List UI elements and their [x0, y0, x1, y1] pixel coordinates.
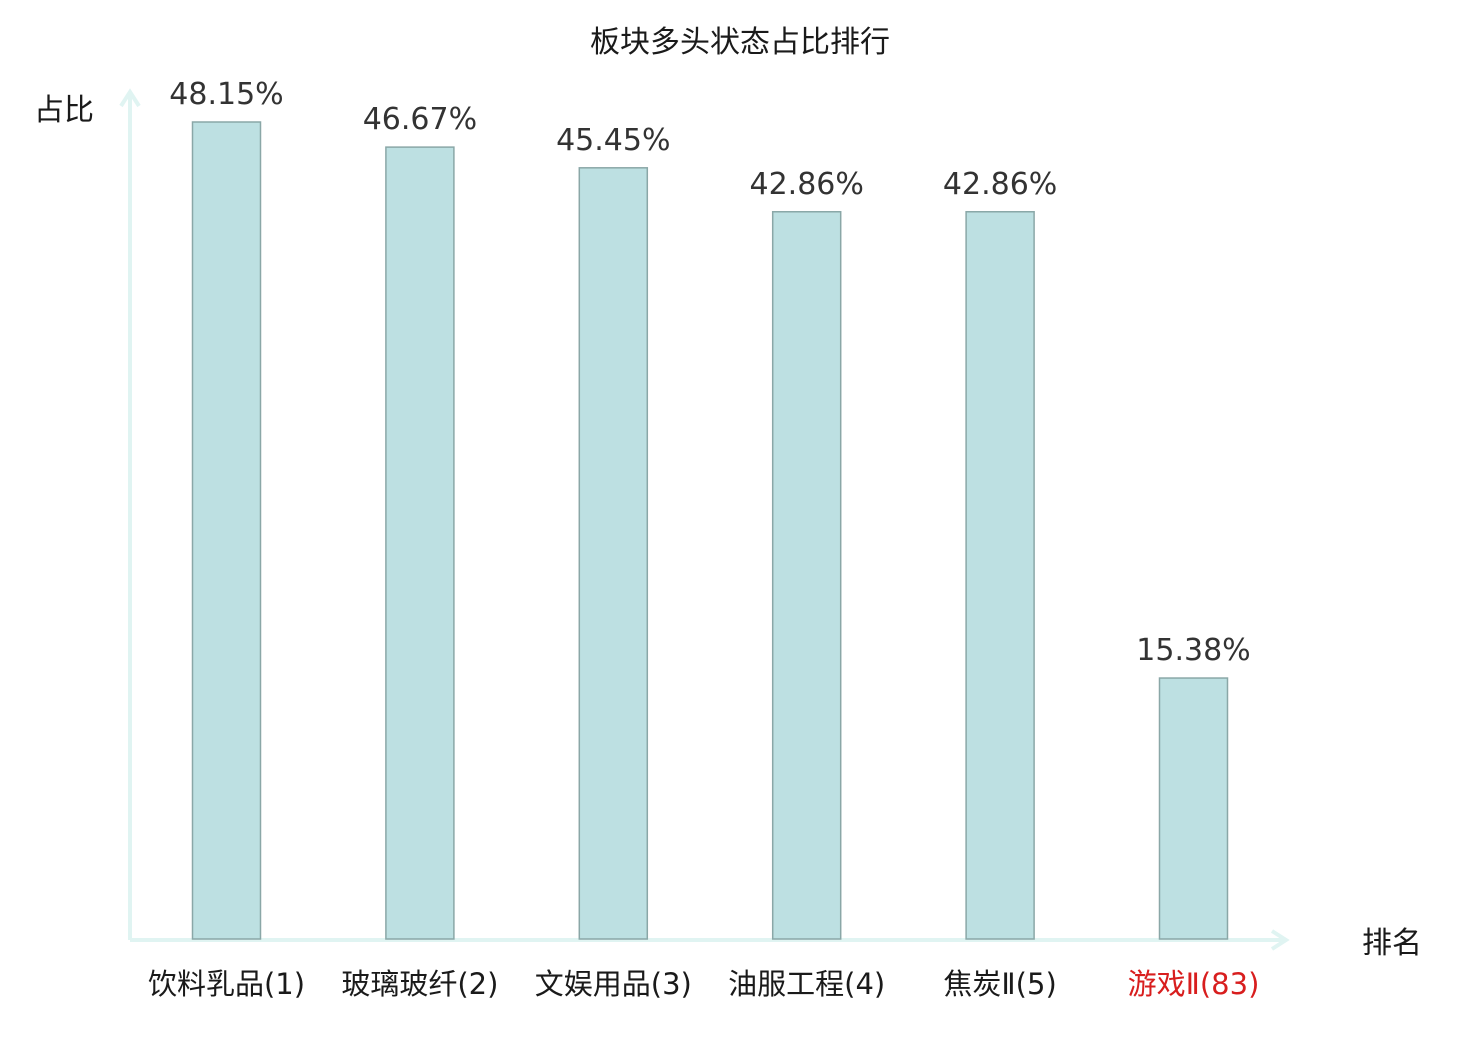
- category-label: 油服工程(4): [728, 967, 885, 1001]
- bar: [191, 121, 262, 940]
- value-label: 48.15%: [169, 77, 283, 112]
- y-axis-label: 占比: [34, 93, 94, 128]
- bar: [965, 211, 1035, 940]
- x-axis-arrow: [1270, 929, 1290, 951]
- value-label: 42.86%: [943, 167, 1057, 202]
- x-axis-label: 排名: [1362, 926, 1422, 961]
- bar: [1158, 677, 1229, 940]
- bar: [771, 211, 842, 940]
- bar: [385, 146, 455, 940]
- category-label: 焦炭Ⅱ(5): [943, 967, 1056, 1001]
- value-label: 15.38%: [1136, 633, 1250, 668]
- value-label: 46.67%: [363, 102, 477, 137]
- category-label: 游戏Ⅱ(83): [1128, 967, 1260, 1001]
- chart-title: 板块多头状态占比排行: [590, 25, 890, 60]
- bars: [191, 121, 1229, 940]
- value-labels: 48.15% 46.67% 45.45% 42.86% 42.86% 15.38%: [169, 77, 1250, 668]
- value-label: 45.45%: [556, 123, 670, 158]
- category-label: 饮料乳品(1): [148, 967, 305, 1001]
- category-label: 文娱用品(3): [535, 967, 692, 1001]
- bar: [578, 167, 649, 940]
- category-labels: 饮料乳品(1) 玻璃玻纤(2) 文娱用品(3) 油服工程(4) 焦炭Ⅱ(5) 游戏Ⅱ(83…: [148, 967, 1259, 1001]
- category-label: 玻璃玻纤(2): [341, 967, 498, 1001]
- axes: [119, 88, 1290, 951]
- y-axis-arrow: [119, 88, 141, 108]
- value-label: 42.86%: [750, 167, 864, 202]
